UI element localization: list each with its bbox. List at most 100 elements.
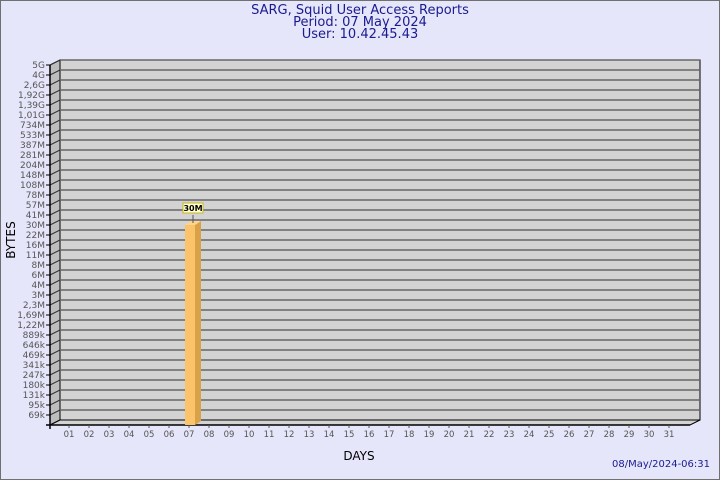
y-tick-label: 204M <box>20 161 45 171</box>
y-tick-label: 69k <box>28 411 45 421</box>
gridline-side <box>49 359 61 366</box>
gridline-side <box>49 59 61 66</box>
gridline-side <box>49 169 61 176</box>
gridline-side <box>49 409 61 416</box>
y-tick-label: 6M <box>32 271 46 281</box>
gridline-side <box>49 259 61 266</box>
x-tick-label: 23 <box>504 430 515 440</box>
gridline-side <box>49 349 61 356</box>
y-tick-label: 11M <box>26 251 45 261</box>
x-tick-label: 26 <box>564 430 575 440</box>
x-tick-label: 05 <box>144 430 155 440</box>
gridline-side <box>49 209 61 216</box>
gridline-side <box>49 249 61 256</box>
x-tick-label: 22 <box>484 430 495 440</box>
y-tick-label: 30M <box>26 221 45 231</box>
gridline-side <box>49 369 61 376</box>
x-tick-label: 08 <box>204 430 215 440</box>
x-tick-label: 16 <box>364 430 375 440</box>
x-tick-label: 09 <box>224 430 235 440</box>
gridline-side <box>49 319 61 326</box>
data-label: 30M <box>183 204 202 213</box>
x-tick-label: 28 <box>604 430 615 440</box>
x-tick-label: 27 <box>584 430 595 440</box>
bar <box>185 225 195 425</box>
generated-timestamp: 08/May/2024-06:31 <box>611 459 710 470</box>
gridline-side <box>49 239 61 246</box>
data-label-box <box>182 202 204 214</box>
gridline-side <box>49 199 61 206</box>
y-tick-label: 387M <box>20 141 45 151</box>
x-tick-label: 04 <box>124 430 135 440</box>
gridline-side <box>49 149 61 156</box>
y-tick-label: 1,39G <box>18 101 45 111</box>
y-tick-label: 533M <box>20 131 45 141</box>
y-tick-label: 469k <box>23 351 46 361</box>
y-tick-label: 41M <box>26 211 45 221</box>
gridline-side <box>49 229 61 236</box>
x-tick-label: 10 <box>244 430 255 440</box>
y-tick-label: 57M <box>26 201 45 211</box>
y-tick-label: 108M <box>20 181 45 191</box>
y-tick-label: 95k <box>28 401 45 411</box>
y-tick-label: 148M <box>20 171 45 181</box>
x-tick-label: 12 <box>284 430 295 440</box>
y-tick-label: 1,92G <box>18 91 45 101</box>
y-tick-label: 1,01G <box>18 111 45 121</box>
chart-title: SARG, Squid User Access Reports <box>251 3 469 18</box>
x-tick-label: 18 <box>404 430 415 440</box>
gridline-side <box>49 269 61 276</box>
x-tick-label: 31 <box>664 430 675 440</box>
x-tick-label: 02 <box>84 430 95 440</box>
y-tick-label: 78M <box>26 191 45 201</box>
y-tick-label: 2,6G <box>24 81 45 91</box>
x-tick-label: 30 <box>644 430 655 440</box>
chart-period: Period: 07 May 2024 <box>293 15 427 30</box>
gridline-side <box>49 119 61 126</box>
gridline-side <box>49 159 61 166</box>
x-tick-label: 25 <box>544 430 555 440</box>
gridline-side <box>49 139 61 146</box>
x-tick-label: 03 <box>104 430 115 440</box>
y-tick-label: 247k <box>23 371 46 381</box>
gridline-side <box>49 89 61 96</box>
x-tick-label: 17 <box>384 430 395 440</box>
x-tick-label: 14 <box>324 430 335 440</box>
gridline-side <box>49 79 61 86</box>
gridline-side <box>49 329 61 336</box>
gridline-side <box>49 179 61 186</box>
gridline-side <box>49 189 61 196</box>
y-tick-label: 131k <box>23 391 46 401</box>
y-tick-label: 1,69M <box>17 311 45 321</box>
gridline-side <box>49 309 61 316</box>
y-tick-label: 1,22M <box>17 321 45 331</box>
y-tick-label: 734M <box>20 121 45 131</box>
gridline-side <box>49 379 61 386</box>
x-tick-label: 15 <box>344 430 355 440</box>
gridline-side <box>49 69 61 76</box>
y-axis-label: BYTES <box>4 221 18 258</box>
gridline-side <box>49 289 61 296</box>
y-tick-label: 22M <box>26 231 45 241</box>
y-tick-label: 889k <box>23 331 46 341</box>
x-tick-label: 19 <box>424 430 435 440</box>
x-tick-label: 01 <box>64 430 75 440</box>
x-tick-label: 29 <box>624 430 635 440</box>
x-tick-label: 24 <box>524 430 535 440</box>
x-tick-label: 13 <box>304 430 315 440</box>
gridline-side <box>49 299 61 306</box>
y-tick-label: 16M <box>26 241 45 251</box>
y-tick-label: 8M <box>32 261 46 271</box>
gridline-side <box>49 109 61 116</box>
y-tick-label: 4G <box>32 71 45 81</box>
y-tick-label: 180k <box>23 381 46 391</box>
bar-side <box>195 221 201 425</box>
gridline-side <box>49 279 61 286</box>
gridline-side <box>49 129 61 136</box>
x-axis-label: DAYS <box>343 449 374 463</box>
chart-user: User: 10.42.45.43 <box>301 27 419 42</box>
y-tick-label: 5G <box>32 61 45 71</box>
x-tick-label: 21 <box>464 430 475 440</box>
y-tick-label: 281M <box>20 151 45 161</box>
